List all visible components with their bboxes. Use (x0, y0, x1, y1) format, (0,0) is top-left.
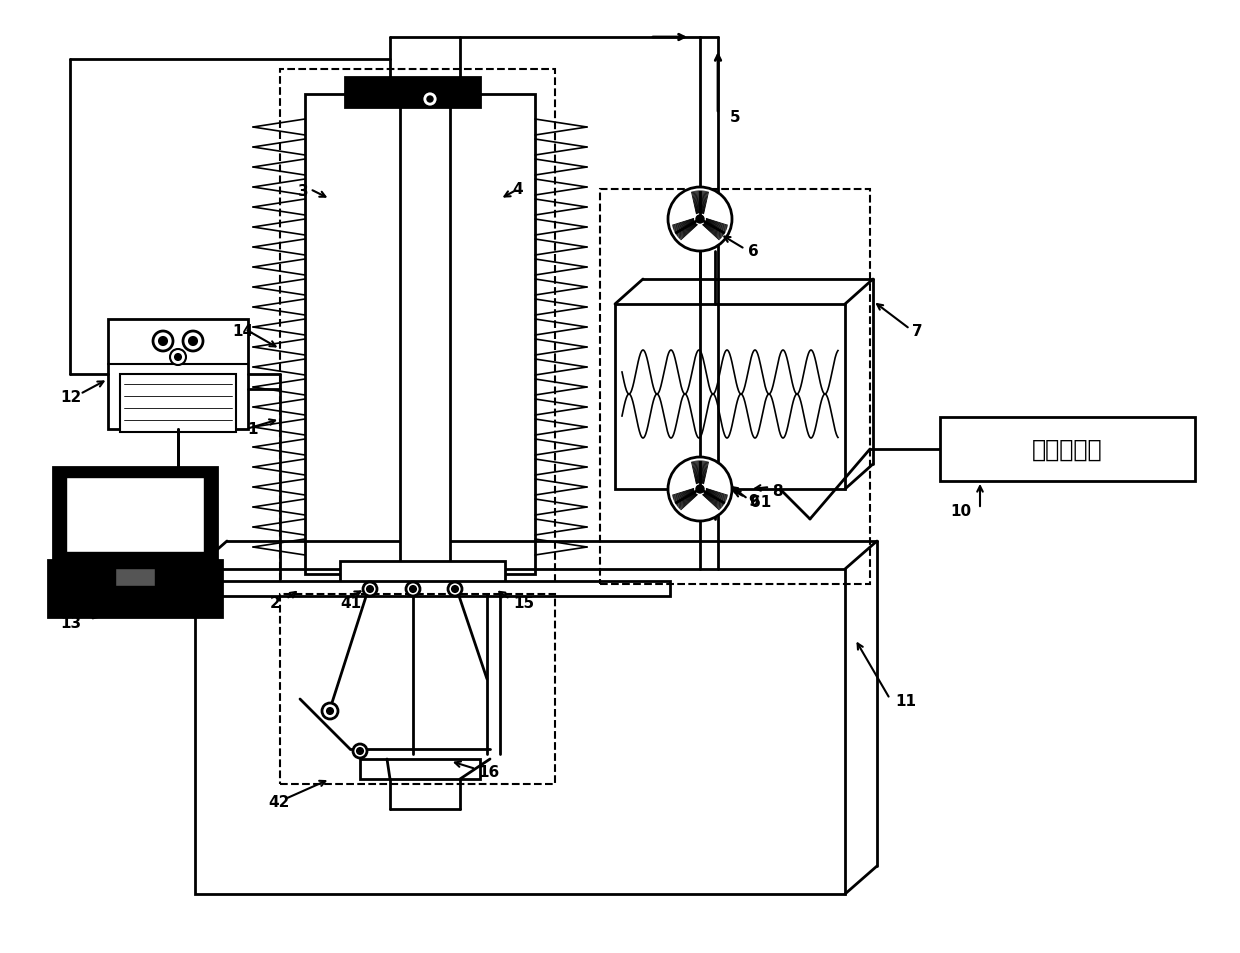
Text: 61: 61 (750, 495, 771, 510)
Bar (340, 561, 505, 584)
Text: 8: 8 (773, 484, 782, 499)
Text: 16: 16 (477, 764, 500, 780)
Circle shape (322, 703, 339, 720)
Bar (600, 190, 870, 584)
Circle shape (668, 188, 732, 252)
Text: 温度控制器: 温度控制器 (1032, 437, 1102, 461)
Circle shape (353, 744, 367, 759)
Circle shape (367, 586, 373, 593)
Bar (360, 760, 480, 780)
Circle shape (405, 582, 420, 597)
Circle shape (357, 748, 363, 754)
Text: 42: 42 (268, 795, 289, 810)
Text: 7: 7 (911, 324, 923, 339)
Bar (401, 108, 450, 564)
Circle shape (696, 485, 704, 494)
Circle shape (422, 91, 438, 108)
Bar (195, 569, 844, 894)
Text: 12: 12 (60, 389, 82, 404)
Text: 5: 5 (730, 111, 740, 126)
Circle shape (668, 457, 732, 521)
Circle shape (453, 586, 458, 593)
Bar (48, 560, 222, 618)
Text: 2: 2 (270, 595, 280, 610)
Bar (53, 468, 217, 560)
Bar (305, 95, 534, 575)
Text: 14: 14 (232, 324, 253, 339)
Bar (66, 477, 205, 553)
Circle shape (327, 708, 334, 714)
Text: 11: 11 (895, 694, 916, 709)
Circle shape (188, 337, 197, 346)
Text: 6: 6 (748, 244, 759, 259)
Bar (120, 375, 236, 433)
Bar (940, 417, 1195, 481)
Text: 15: 15 (513, 595, 534, 610)
Text: 4: 4 (512, 182, 522, 197)
Bar (280, 70, 556, 595)
Bar (345, 78, 480, 108)
Circle shape (696, 215, 704, 224)
Text: 9: 9 (748, 494, 759, 509)
Circle shape (175, 355, 181, 360)
Text: 1: 1 (247, 422, 258, 437)
Circle shape (170, 350, 186, 366)
Circle shape (159, 337, 167, 346)
Text: 41: 41 (340, 595, 361, 610)
Bar (108, 319, 248, 430)
Circle shape (153, 332, 174, 352)
Bar (615, 305, 844, 490)
Text: 3: 3 (298, 184, 309, 199)
Text: 10: 10 (950, 504, 971, 519)
Circle shape (448, 582, 463, 597)
Circle shape (410, 586, 415, 593)
Bar (280, 595, 556, 784)
Text: 13: 13 (60, 615, 81, 630)
Bar (115, 568, 155, 586)
Circle shape (427, 97, 433, 103)
Circle shape (184, 332, 203, 352)
Circle shape (363, 582, 377, 597)
Bar (195, 581, 670, 597)
